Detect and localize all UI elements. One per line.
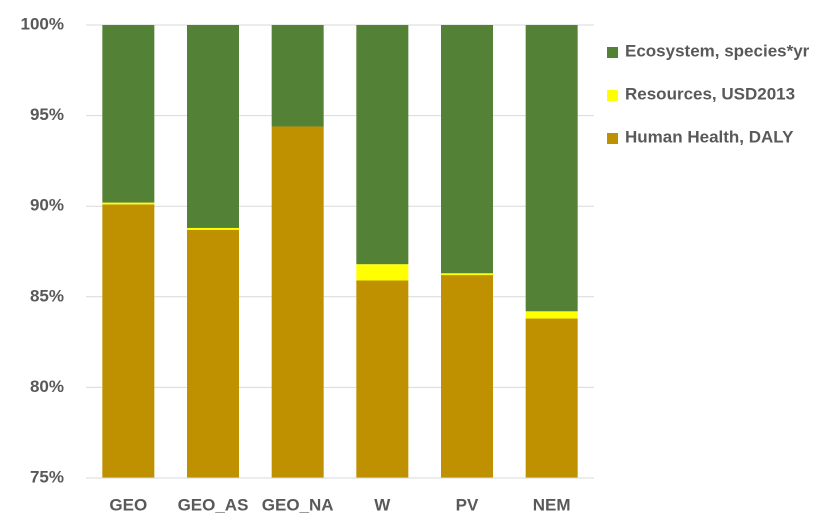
legend-swatch	[607, 90, 618, 101]
bar-segment	[187, 25, 239, 228]
y-tick-label: 80%	[30, 377, 64, 396]
y-tick-label: 100%	[21, 14, 64, 33]
bar-segment	[525, 318, 578, 478]
y-tick-label: 85%	[30, 286, 64, 305]
x-tick-label: GEO_NA	[262, 495, 334, 514]
legend-swatch	[607, 133, 618, 144]
bar-segment	[356, 280, 409, 478]
x-tick-label: GEO	[109, 495, 147, 514]
x-tick-label: PV	[456, 495, 479, 514]
bar-segment	[525, 25, 578, 312]
bar-segment	[271, 25, 324, 127]
x-tick-label: NEM	[533, 495, 571, 514]
bar-segment	[187, 229, 239, 478]
bar-segment	[525, 311, 578, 319]
x-tick-label: W	[374, 495, 391, 514]
bar-segment	[356, 25, 409, 265]
bar-segment	[441, 275, 493, 478]
legend-label: Resources, USD2013	[625, 84, 795, 103]
bar-segment	[102, 204, 155, 478]
bar-segment	[441, 273, 493, 276]
y-tick-label: 95%	[30, 105, 64, 124]
legend-label: Ecosystem, species*yr	[625, 41, 810, 60]
legend-label: Human Health, DALY	[625, 127, 794, 146]
bar-segment	[356, 264, 409, 281]
y-tick-label: 90%	[30, 196, 64, 215]
y-tick-label: 75%	[30, 467, 64, 486]
bar-segment	[102, 202, 155, 205]
bar-segment	[187, 227, 239, 230]
legend-swatch	[607, 47, 618, 58]
bar-segment	[441, 25, 493, 274]
x-tick-label: GEO_AS	[178, 495, 249, 514]
bar-segment	[102, 25, 155, 203]
bar-segment	[271, 126, 324, 479]
